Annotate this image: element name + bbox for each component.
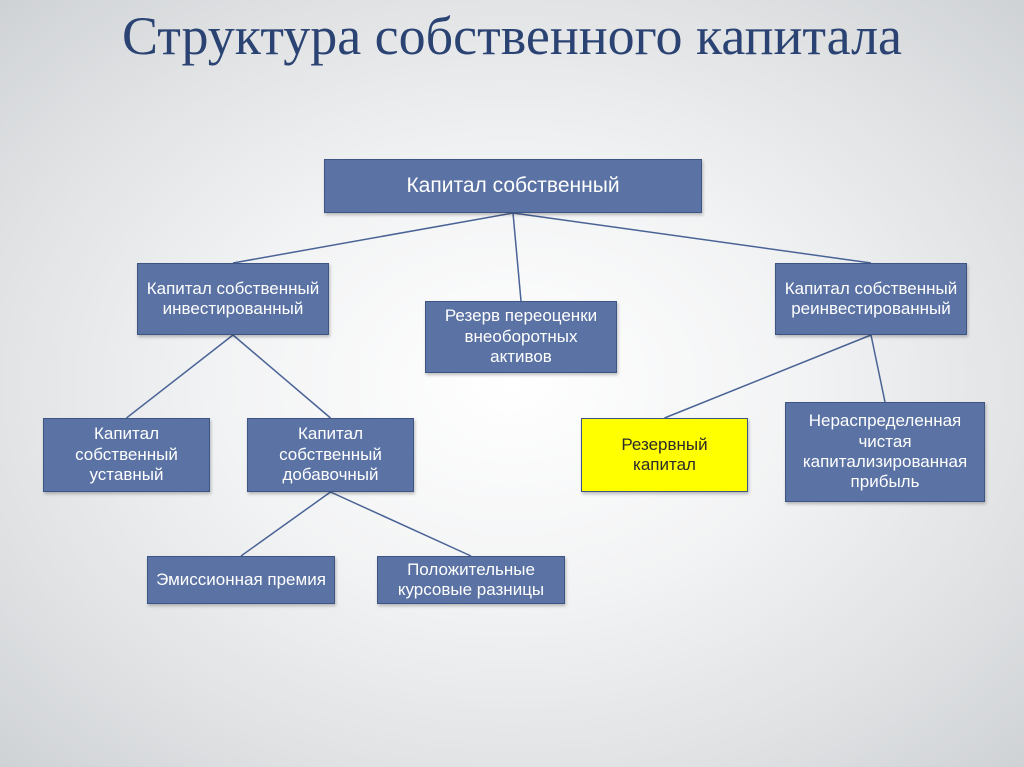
node-label: Капитал собственный уставный [52,424,201,485]
slide-title: Структура собственного капитала [0,8,1024,65]
node-label: Капитал собственный инвестированный [146,279,320,320]
node-label: Капитал собственный добавочный [256,424,405,485]
node-label: Положительные курсовые разницы [386,560,556,601]
node-revaluation: Резерв переоценки внеоборотных активов [425,301,617,373]
node-invested: Капитал собственный инвестированный [137,263,329,335]
node-label: Резерв переоценки внеоборотных активов [434,306,608,367]
node-label: Резервный капитал [590,435,739,476]
node-retained-profit: Нераспределенная чистая капитализированн… [785,402,985,502]
node-label: Капитал собственный [406,173,619,198]
node-reserve: Резервный капитал [581,418,748,492]
node-root: Капитал собственный [324,159,702,213]
node-label: Нераспределенная чистая капитализированн… [794,411,976,493]
node-emission-premium: Эмиссионная премия [147,556,335,604]
slide-canvas: Структура собственного капитала Капитал … [0,0,1024,767]
node-reinvested: Капитал собственный реинвестированный [775,263,967,335]
node-charter: Капитал собственный уставный [43,418,210,492]
node-label: Капитал собственный реинвестированный [784,279,958,320]
node-label: Эмиссионная премия [156,570,326,590]
node-fx-differences: Положительные курсовые разницы [377,556,565,604]
diagram-edges [0,0,1024,767]
node-additional: Капитал собственный добавочный [247,418,414,492]
